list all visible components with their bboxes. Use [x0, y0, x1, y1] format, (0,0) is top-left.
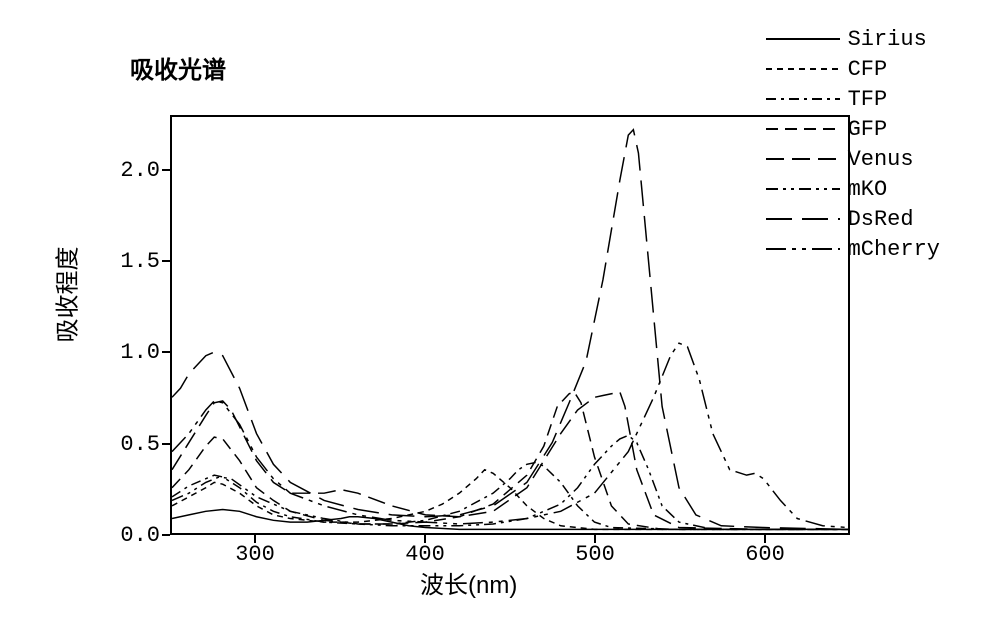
series-line	[172, 462, 848, 529]
y-tick-label: 1.5	[100, 249, 160, 274]
legend-label: Sirius	[848, 27, 927, 52]
x-tick-label: 500	[575, 542, 615, 567]
y-tick-label: 1.0	[100, 340, 160, 365]
legend-label: Venus	[848, 147, 914, 172]
legend-swatch	[766, 29, 840, 49]
x-tick-label: 300	[235, 542, 275, 567]
legend-swatch	[766, 89, 840, 109]
y-tick-label: 0.5	[100, 432, 160, 457]
y-axis-label: 吸收程度	[48, 247, 83, 343]
chart-title: 吸收光谱	[130, 50, 226, 85]
legend-item: Sirius	[766, 25, 940, 53]
y-tick-mark	[162, 351, 170, 353]
x-tick-mark	[254, 535, 256, 543]
y-tick-label: 0.0	[100, 523, 160, 548]
legend-label: mKO	[848, 177, 888, 202]
legend-item: CFP	[766, 55, 940, 83]
series-line	[172, 130, 848, 530]
x-tick-mark	[764, 535, 766, 543]
series-line	[172, 392, 848, 529]
x-tick-mark	[424, 535, 426, 543]
chart-container: 吸收光谱 Sirius CFP TFP GFP Venus mKO DsRed mCherry…	[40, 20, 960, 613]
legend-label: GFP	[848, 117, 888, 142]
x-tick-label: 600	[745, 542, 785, 567]
y-tick-mark	[162, 443, 170, 445]
plot-area	[170, 115, 850, 535]
legend-label: CFP	[848, 57, 888, 82]
legend-label: DsRed	[848, 207, 914, 232]
y-tick-mark	[162, 534, 170, 536]
series-line	[172, 392, 848, 529]
legend-item: TFP	[766, 85, 940, 113]
legend-label: mCherry	[848, 237, 940, 262]
x-tick-label: 400	[405, 542, 445, 567]
y-tick-label: 2.0	[100, 158, 160, 183]
legend-swatch	[766, 59, 840, 79]
legend-label: TFP	[848, 87, 888, 112]
plot-svg	[172, 117, 848, 533]
x-axis-label: 波长(nm)	[420, 565, 517, 600]
y-tick-mark	[162, 260, 170, 262]
y-tick-mark	[162, 169, 170, 171]
x-tick-mark	[594, 535, 596, 543]
